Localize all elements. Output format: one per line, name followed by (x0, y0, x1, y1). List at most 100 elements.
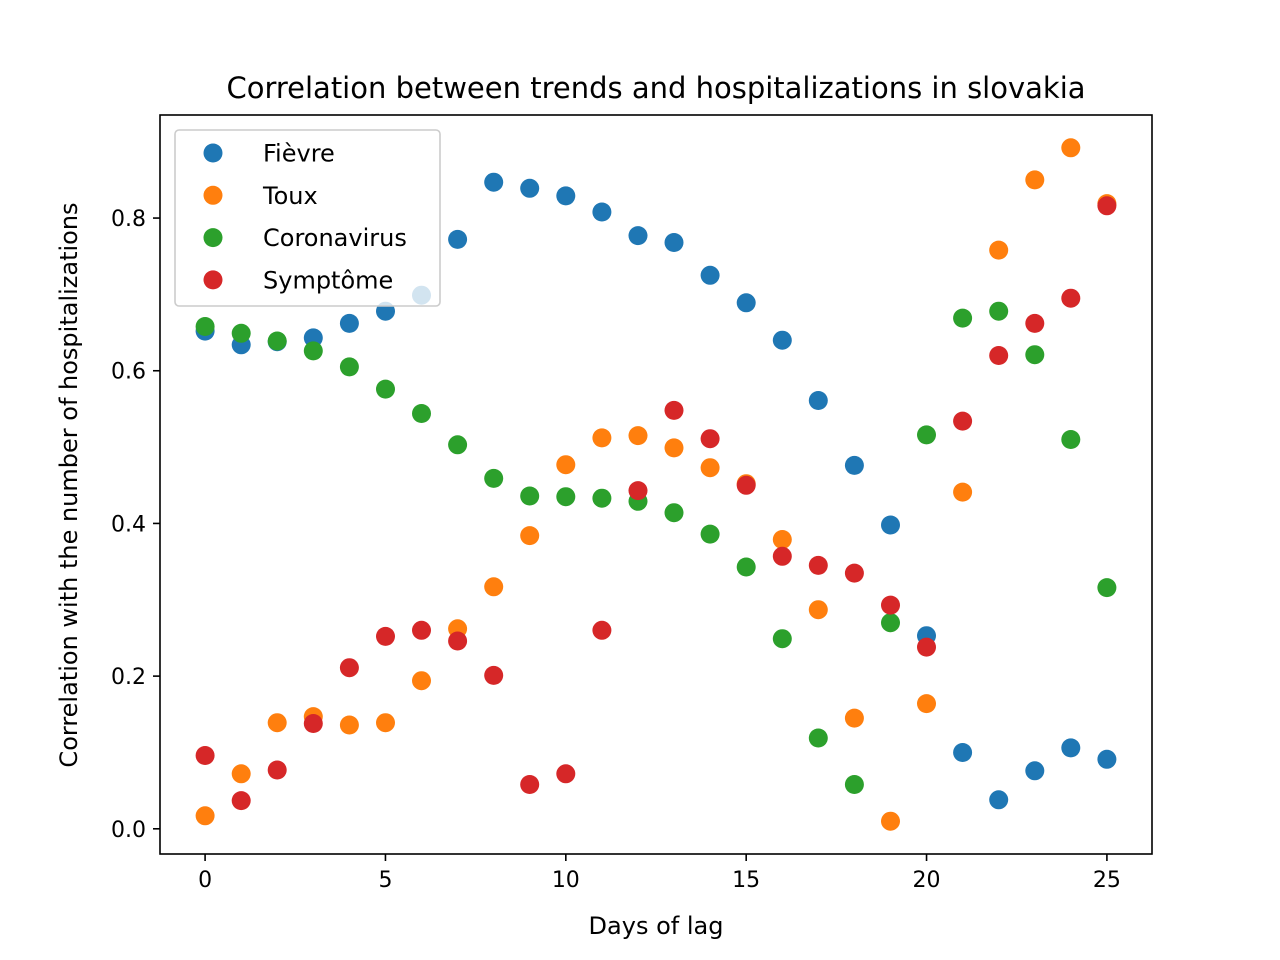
x-tick-label: 20 (913, 868, 941, 893)
data-point (412, 620, 431, 640)
legend-label: Coronavirus (263, 224, 407, 252)
y-tick-label: 0.8 (111, 207, 146, 232)
data-point (484, 665, 504, 685)
series-3 (195, 196, 1117, 811)
data-point (772, 330, 792, 350)
x-tick-label: 0 (198, 868, 212, 893)
data-point (556, 186, 576, 206)
data-point (664, 503, 684, 523)
legend-marker (203, 228, 223, 248)
data-point (592, 620, 612, 640)
data-point (628, 226, 648, 246)
data-point (1097, 196, 1117, 216)
data-point (267, 760, 287, 780)
legend-marker (203, 270, 223, 290)
data-point (556, 455, 576, 475)
x-tick-label: 15 (732, 868, 760, 893)
data-point (953, 308, 973, 328)
y-axis: 0.0 0.2 0.4 0.6 0.8 (111, 207, 160, 843)
data-point (1097, 749, 1117, 769)
data-point (448, 631, 468, 651)
data-point (844, 455, 864, 475)
data-point (484, 172, 504, 192)
data-point (881, 613, 900, 633)
data-point (989, 346, 1009, 365)
data-points (195, 138, 1117, 831)
data-point (989, 790, 1009, 810)
data-point (1097, 578, 1117, 598)
data-point (917, 425, 936, 445)
data-point (556, 764, 576, 784)
legend: Fièvre Toux Coronavirus Symptôme (174, 129, 441, 307)
data-point (376, 626, 395, 646)
data-point (772, 629, 792, 649)
legend-label: Toux (262, 182, 318, 210)
data-point (520, 775, 540, 794)
data-point (664, 438, 684, 458)
legend-marker (203, 143, 223, 163)
data-point (808, 728, 828, 748)
x-tick-label: 10 (552, 868, 580, 893)
data-point (989, 301, 1009, 321)
data-point (412, 671, 431, 691)
legend-label: Fièvre (263, 140, 335, 168)
data-point (844, 563, 864, 583)
data-point (195, 317, 215, 336)
x-axis: 0 5 10 15 20 25 (198, 854, 1121, 893)
data-point (844, 775, 864, 794)
data-point (484, 468, 504, 488)
data-point (556, 487, 576, 507)
data-point (448, 229, 468, 249)
data-point (772, 530, 792, 549)
data-point (953, 411, 973, 431)
legend-frame (174, 129, 441, 307)
data-point (376, 713, 395, 733)
data-point (1061, 738, 1081, 758)
data-point (1061, 288, 1081, 308)
data-point (303, 328, 323, 348)
data-point (520, 526, 540, 546)
data-point (700, 429, 720, 449)
data-point (1025, 345, 1045, 365)
data-point (592, 488, 612, 508)
data-point (808, 391, 828, 410)
y-tick-label: 0.2 (111, 665, 146, 690)
legend-label: Symptôme (263, 266, 393, 294)
data-point (881, 811, 900, 831)
data-point (917, 694, 936, 714)
data-point (1061, 430, 1081, 449)
data-point (1025, 761, 1045, 781)
data-point (700, 265, 720, 285)
data-point (339, 313, 359, 333)
data-point (448, 435, 468, 455)
data-point (1025, 170, 1045, 190)
data-point (881, 515, 900, 535)
data-point (267, 713, 287, 733)
data-point (231, 764, 251, 784)
data-point (664, 233, 684, 252)
data-point (376, 379, 395, 399)
data-point (412, 404, 431, 423)
data-point (267, 331, 287, 351)
data-point (736, 557, 756, 577)
data-point (303, 714, 323, 733)
y-tick-label: 0.6 (111, 360, 146, 385)
data-point (520, 486, 540, 506)
x-axis-label: Days of lag (589, 912, 724, 940)
series-2 (195, 301, 1117, 794)
data-point (953, 482, 973, 502)
data-point (339, 715, 359, 735)
data-point (953, 743, 973, 762)
data-point (231, 323, 251, 343)
chart-title: Correlation between trends and hospitali… (226, 71, 1085, 105)
data-point (917, 637, 936, 657)
data-point (736, 293, 756, 313)
data-point (736, 475, 756, 495)
data-point (808, 555, 828, 575)
data-point (700, 524, 720, 544)
x-tick-label: 5 (378, 868, 392, 893)
data-point (339, 357, 359, 377)
data-point (195, 806, 215, 826)
y-tick-label: 0.0 (111, 818, 146, 843)
